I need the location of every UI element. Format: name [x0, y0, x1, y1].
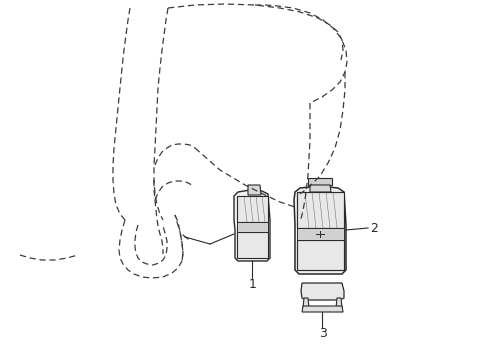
Text: 1: 1 [249, 278, 257, 291]
Polygon shape [248, 185, 261, 195]
Polygon shape [234, 190, 270, 261]
Polygon shape [297, 228, 344, 240]
Polygon shape [303, 298, 309, 308]
Polygon shape [294, 186, 346, 274]
Polygon shape [308, 178, 332, 185]
Polygon shape [310, 185, 331, 192]
Polygon shape [237, 196, 268, 222]
Polygon shape [336, 298, 342, 308]
Text: 3: 3 [319, 327, 327, 340]
Polygon shape [302, 306, 343, 312]
Polygon shape [297, 192, 344, 228]
Polygon shape [297, 240, 344, 270]
Polygon shape [237, 232, 268, 258]
Polygon shape [301, 283, 344, 300]
Polygon shape [237, 222, 268, 232]
Text: 2: 2 [370, 222, 378, 235]
